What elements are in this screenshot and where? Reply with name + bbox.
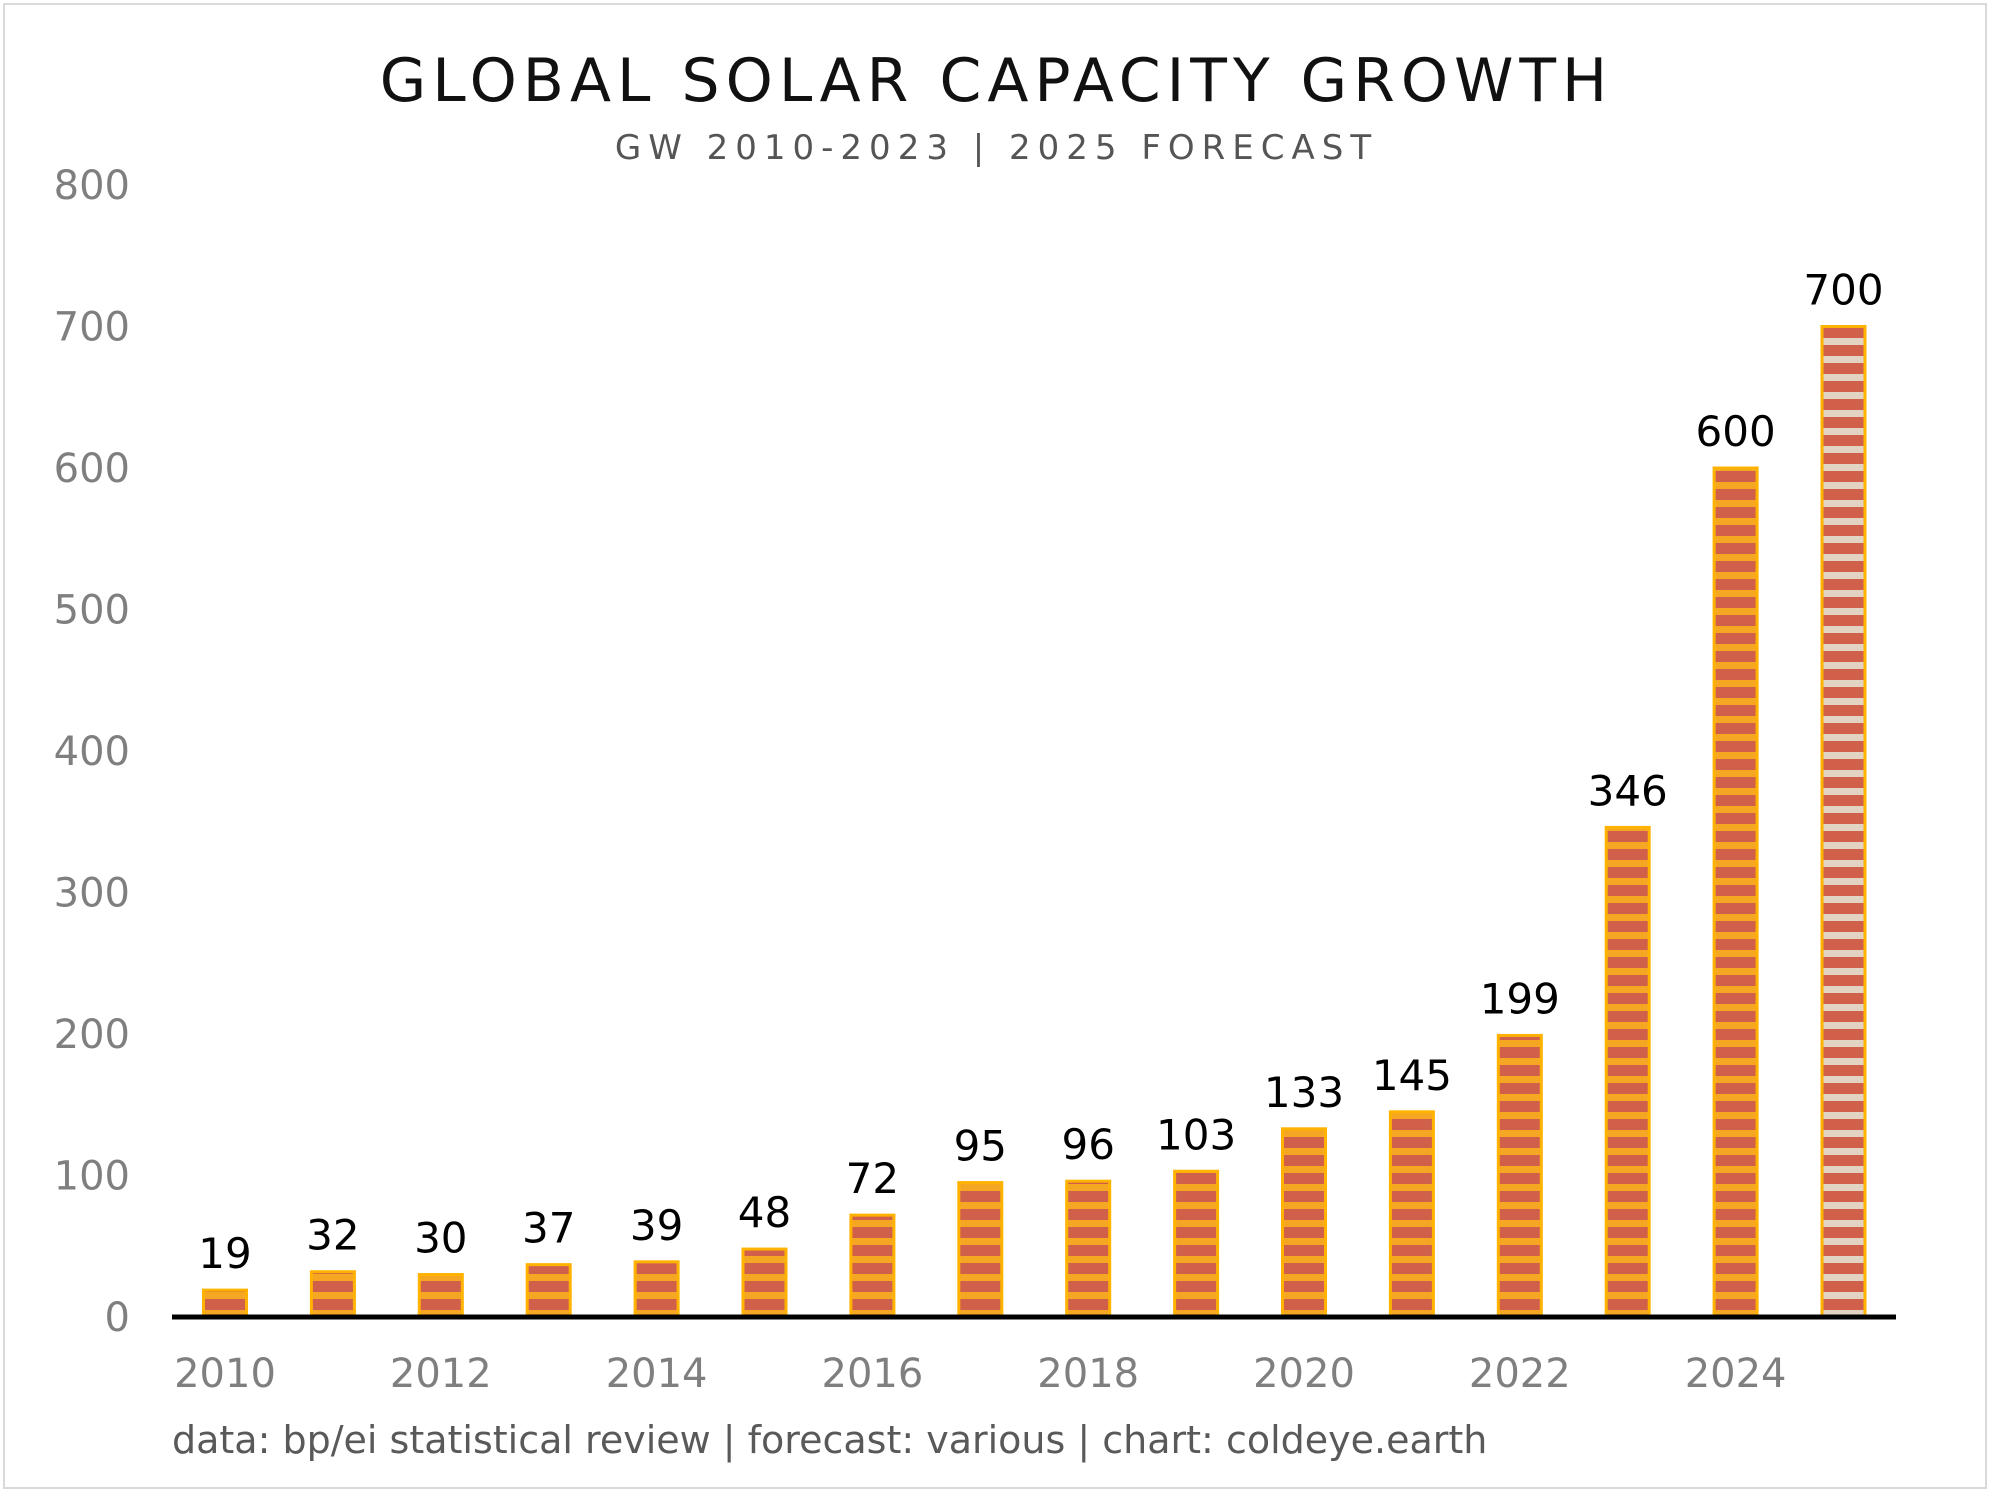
- bar: [1820, 325, 1867, 1319]
- data-label: 30: [414, 1214, 467, 1263]
- data-label: 19: [198, 1229, 251, 1278]
- y-tick-label: 0: [105, 1295, 130, 1341]
- y-tick-label: 600: [54, 446, 130, 492]
- data-label: 199: [1480, 974, 1560, 1023]
- bar: [741, 1247, 788, 1319]
- bar: [525, 1263, 572, 1319]
- chart-subtitle: GW 2010-2023 | 2025 FORECAST: [614, 128, 1379, 168]
- y-tick-label: 500: [54, 588, 130, 634]
- chart-title: GLOBAL SOLAR CAPACITY GROWTH: [379, 46, 1614, 116]
- bar: [1388, 1110, 1435, 1319]
- data-label: 700: [1803, 266, 1883, 315]
- chart-footer: data: bp/ei statistical review | forecas…: [172, 1418, 1488, 1462]
- data-label: 145: [1372, 1051, 1452, 1100]
- y-tick-label: 200: [54, 1012, 130, 1058]
- x-tick-label: 2012: [390, 1351, 492, 1397]
- y-tick-label: 300: [54, 871, 130, 917]
- x-tick-label: 2022: [1469, 1351, 1571, 1397]
- bar: [849, 1213, 896, 1319]
- data-label: 32: [306, 1211, 359, 1260]
- data-label: 103: [1156, 1110, 1236, 1159]
- data-label: 133: [1264, 1068, 1344, 1117]
- data-label: 37: [522, 1204, 575, 1253]
- data-label: 96: [1061, 1120, 1114, 1169]
- bar: [633, 1260, 680, 1319]
- bar: [309, 1270, 356, 1319]
- bar: [1712, 466, 1759, 1319]
- data-label: 39: [630, 1201, 683, 1250]
- data-label: 72: [846, 1154, 899, 1203]
- y-tick-label: 100: [54, 1154, 130, 1200]
- data-label: 600: [1696, 407, 1776, 456]
- bar: [1604, 825, 1651, 1319]
- data-label: 95: [954, 1122, 1007, 1171]
- x-tick-label: 2020: [1253, 1351, 1355, 1397]
- x-tick-label: 2018: [1037, 1351, 1139, 1397]
- data-label: 48: [738, 1188, 791, 1237]
- x-tick-label: 2024: [1685, 1351, 1787, 1397]
- x-tick-label: 2014: [606, 1351, 708, 1397]
- bar: [417, 1273, 464, 1319]
- bar: [1496, 1033, 1543, 1319]
- x-tick-label: 2016: [822, 1351, 924, 1397]
- x-tick-label: 2010: [174, 1351, 276, 1397]
- bar: [202, 1288, 248, 1319]
- bar: [1281, 1127, 1327, 1319]
- bar: [1065, 1179, 1112, 1319]
- y-tick-label: 400: [54, 729, 130, 775]
- data-label: 346: [1588, 766, 1668, 815]
- bar: [1173, 1169, 1220, 1319]
- chart-frame: [3, 3, 1987, 1489]
- bar: [957, 1181, 1004, 1319]
- y-tick-label: 700: [54, 305, 130, 351]
- y-tick-label: 800: [54, 163, 130, 209]
